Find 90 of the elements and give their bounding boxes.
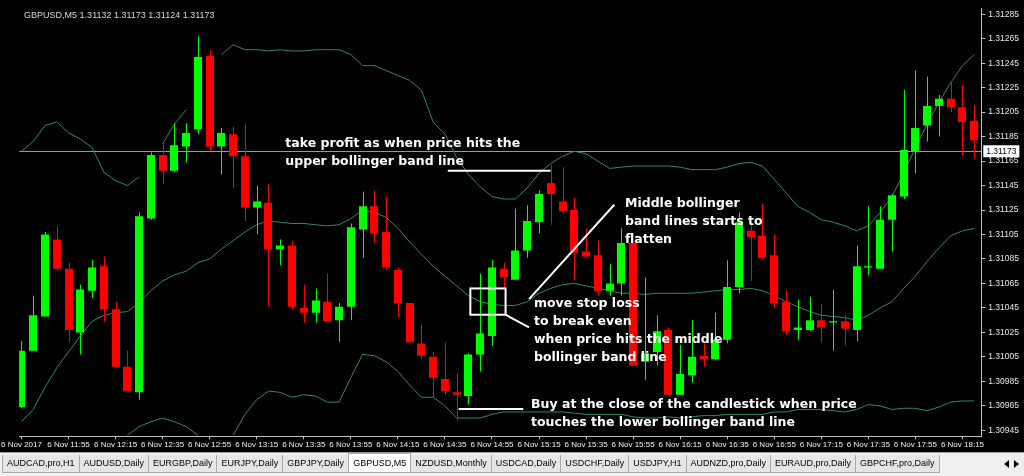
x-tick-label: 6 Nov 12:15 xyxy=(93,440,138,450)
candlestick xyxy=(359,191,367,259)
tab: USDCHF,Daily xyxy=(560,455,630,473)
x-tick-label: 6 Nov 12:55 xyxy=(188,440,232,450)
y-tick-label: 1.31205 xyxy=(988,106,1020,117)
y-tick-label: 1.31105 xyxy=(988,228,1019,239)
candlestick xyxy=(935,94,943,138)
y-tick-label: 1.31145 xyxy=(988,179,1019,190)
y-tick-label: 1.31245 xyxy=(988,57,1020,68)
y-tick-label: 1.31265 xyxy=(988,33,1020,44)
candlestick xyxy=(217,127,225,176)
candlestick xyxy=(159,140,167,185)
candlestick xyxy=(923,76,931,142)
y-tick-label: 1.30985 xyxy=(988,375,1020,386)
candlestick xyxy=(453,372,461,421)
y-tick-label: 1.31065 xyxy=(988,277,1020,288)
tab: GBPCHF,pro,Daily xyxy=(855,455,940,473)
candlestick xyxy=(794,298,802,341)
tab: AUDCAD,pro,H1 xyxy=(2,455,80,473)
candlestick xyxy=(547,164,555,226)
candlestick xyxy=(417,324,425,360)
y-tick-label: 1.30945 xyxy=(988,424,1020,435)
candlestick xyxy=(182,122,190,163)
x-tick-label: 6 Nov 13:35 xyxy=(282,440,326,450)
x-tick-label: 6 Nov 17:55 xyxy=(893,440,938,450)
candlestick xyxy=(958,84,966,157)
candlestick xyxy=(88,259,96,299)
candlestick xyxy=(312,287,320,324)
candlestick xyxy=(335,302,343,343)
y-tick-label: 1.31125 xyxy=(988,204,1019,215)
y-tick-label: 1.30965 xyxy=(988,400,1020,411)
candlestick xyxy=(606,263,614,297)
candlestick xyxy=(500,262,508,289)
candlestick xyxy=(582,227,590,259)
candlestick xyxy=(229,126,237,189)
candlestick xyxy=(441,341,449,396)
x-tick-label: 6 Nov 12:35 xyxy=(141,440,185,450)
annotation: take profit as when price hits the upper bollinger band line xyxy=(285,134,521,168)
y-tick-label: 1.31025 xyxy=(988,326,1020,337)
tab: EURAUD,pro,Daily xyxy=(770,455,857,473)
chart-title: GBPUSD,M5 1.31132 1.31173 1.31124 1.31173 xyxy=(24,9,215,20)
x-tick-label: 6 Nov 15:55 xyxy=(611,440,656,450)
tab: AUDNZD,pro,Daily xyxy=(685,455,772,473)
x-tick-label: 6 Nov 16:35 xyxy=(705,440,750,450)
candlestick xyxy=(476,273,484,373)
tab: USDCAD,Daily xyxy=(490,455,562,473)
y-tick-label: 1.31005 xyxy=(988,351,1020,362)
x-tick-label: 6 Nov 15:15 xyxy=(517,440,562,450)
x-tick-label: 6 Nov 14:55 xyxy=(470,440,515,450)
y-tick-label: 1.31185 xyxy=(988,130,1019,141)
y-tick-label: 1.31285 xyxy=(988,8,1020,19)
candlestick xyxy=(323,273,331,322)
candlestick xyxy=(841,314,849,347)
annotation: Buy at the close of the candlestick when price touches the lower bollinger band line xyxy=(531,395,857,429)
x-tick-label: 6 Nov 18:15 xyxy=(940,440,985,450)
x-tick-label: 6 Nov 11:55 xyxy=(47,440,91,450)
x-tick-label: 6 Nov 13:55 xyxy=(329,440,373,450)
y-tick-label: 1.31085 xyxy=(988,253,1020,264)
x-tick-label: 6 Nov 14:15 xyxy=(376,440,420,450)
candlestick xyxy=(911,70,919,174)
tab: EURGBP,Daily xyxy=(148,455,218,473)
candlestick xyxy=(429,351,437,398)
candlestick xyxy=(970,104,978,160)
candlestick xyxy=(676,344,684,396)
candlestick xyxy=(947,81,955,113)
tab: AUDUSD,Daily xyxy=(78,455,150,473)
candlestick xyxy=(829,289,837,352)
tab: NZDUSD,Monthly xyxy=(410,455,492,473)
x-tick-label: 6 Nov 16:55 xyxy=(752,440,797,450)
candlestick xyxy=(864,205,872,276)
x-tick-label: 6 Nov 13:15 xyxy=(235,440,279,450)
candlestick xyxy=(253,185,261,235)
candlestick xyxy=(559,166,567,215)
x-tick-label: 6 Nov 2017 xyxy=(1,440,43,450)
x-tick-label: 6 Nov 17:15 xyxy=(799,440,844,450)
y-tick-label: 1.31165 xyxy=(988,155,1019,166)
y-tick-label: 1.31045 xyxy=(988,302,1020,313)
candlestick xyxy=(817,303,825,343)
x-tick-label: 6 Nov 17:35 xyxy=(846,440,891,450)
tab: GBPJPY,Daily xyxy=(282,455,350,473)
tab: GBPUSD,M5 xyxy=(348,453,412,473)
x-tick-label: 6 Nov 15:35 xyxy=(564,440,609,450)
candlestick xyxy=(300,284,308,324)
x-tick-label: 6 Nov 16:15 xyxy=(658,440,703,450)
tab: EURJPY,Daily xyxy=(216,455,284,473)
y-tick-label: 1.31225 xyxy=(988,81,1020,92)
x-tick-label: 6 Nov 14:35 xyxy=(423,440,468,450)
tab: USDJPY,H1 xyxy=(628,455,687,473)
candlestick xyxy=(806,296,814,332)
ref-line-label: 1.31173 xyxy=(986,146,1017,157)
